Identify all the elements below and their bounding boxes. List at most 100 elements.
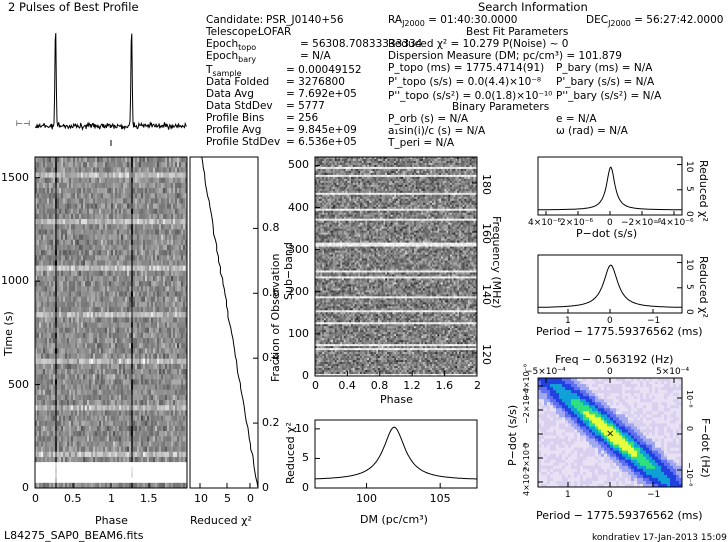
heat-cell: [143, 213, 146, 220]
heat-cell: [145, 363, 148, 370]
heat-cell: [117, 172, 120, 178]
heat-cell: [179, 332, 182, 339]
heat-cell: [147, 229, 150, 235]
heat-cell: [99, 286, 102, 292]
heat-cell: [99, 301, 102, 308]
heat-cell: [143, 167, 146, 173]
heat-cell: [97, 425, 100, 432]
heat-cell: [121, 244, 124, 251]
heat-cell: [143, 208, 146, 215]
heat-cell: [53, 482, 56, 489]
heat-cell: [47, 384, 50, 391]
heat-cell: [85, 462, 88, 468]
heat-cell: [115, 405, 118, 411]
heat-cell: [139, 172, 142, 178]
heat-cell: [165, 436, 168, 442]
heat-cell: [115, 353, 118, 359]
heat-cell: [103, 162, 106, 168]
heat-cell: [61, 353, 64, 359]
heat-cell: [107, 177, 110, 184]
heat-cell: [115, 208, 118, 215]
heat-cell: [89, 306, 92, 313]
heat-cell: [37, 389, 40, 396]
heat-cell: [75, 291, 78, 297]
heat-cell: [163, 234, 166, 241]
heat-cell: [91, 229, 94, 235]
heat-cell: [139, 446, 142, 453]
heat-cell: [43, 203, 46, 210]
heat-cell: [63, 301, 66, 308]
heat-cell: [89, 420, 92, 427]
heat-cell: [147, 420, 150, 427]
heat-cell: [91, 327, 94, 334]
heat-cell: [135, 275, 138, 282]
heat-cell: [97, 441, 100, 447]
heat-cell: [103, 203, 106, 210]
heat-cell: [145, 250, 148, 256]
heat-cell: [157, 286, 160, 292]
heat-cell: [45, 177, 48, 184]
heat-cell: [97, 482, 100, 489]
heat-cell: [67, 420, 70, 427]
heat-cell: [163, 446, 166, 453]
subband-phase-heatmap: [314, 156, 478, 377]
heat-cell: [69, 389, 72, 396]
heat-cell: [91, 281, 94, 287]
heat-cell: [69, 358, 72, 365]
heat-cell: [37, 384, 40, 391]
heat-cell: [95, 338, 98, 344]
heat-cell: [107, 234, 110, 241]
heat-cell: [63, 338, 66, 344]
error-bar-icon: ⊢⊣: [16, 119, 30, 128]
heat-cell: [73, 317, 76, 323]
heat-cell: [149, 213, 152, 220]
heat-cell: [139, 198, 142, 204]
heat-cell: [181, 188, 184, 194]
heat-cell: [159, 188, 162, 194]
heat-cell: [47, 456, 50, 463]
heat-cell: [93, 188, 96, 194]
heat-cell: [169, 441, 172, 447]
heat-cell: [151, 270, 154, 277]
heat-cell: [69, 384, 72, 391]
heat-cell: [159, 265, 162, 272]
heat-cell: [89, 275, 92, 282]
heat-cell: [171, 400, 174, 406]
heat-cell: [43, 229, 46, 235]
heat-cell: [37, 203, 40, 210]
heat-cell: [47, 400, 50, 406]
heat-cell: [123, 343, 126, 349]
heat-cell: [352, 157, 355, 160]
heat-cell: [147, 270, 150, 277]
heat-cell: [133, 239, 136, 246]
heat-cell: [37, 477, 40, 484]
heat-cell: [91, 389, 94, 396]
heat-cell: [79, 182, 82, 189]
heat-cell: [135, 369, 138, 375]
heat-cell: [129, 203, 132, 210]
heat-cell: [67, 260, 70, 266]
heat-cell: [41, 239, 44, 246]
heat-cell: [179, 172, 182, 178]
heat-cell: [75, 219, 78, 225]
heat-cell: [45, 291, 48, 297]
heat-cell: [113, 213, 116, 220]
heat-cell: [67, 363, 70, 370]
heat-cell: [41, 436, 44, 442]
heat-cell: [153, 363, 156, 370]
heat-cell: [61, 265, 64, 272]
heat-cell: [117, 446, 120, 453]
heat-cell: [149, 244, 152, 251]
heat-cell: [143, 188, 146, 194]
heat-cell: [85, 182, 88, 189]
heat-cell: [83, 420, 86, 427]
heat-cell: [55, 425, 58, 432]
heat-cell: [89, 358, 92, 365]
heat-cell: [127, 327, 130, 334]
heat-cell: [41, 229, 44, 235]
heat-cell: [37, 208, 40, 215]
heat-cell: [101, 193, 104, 199]
heat-cell: [95, 286, 98, 292]
heat-cell: [177, 301, 180, 308]
heat-cell: [47, 322, 50, 328]
